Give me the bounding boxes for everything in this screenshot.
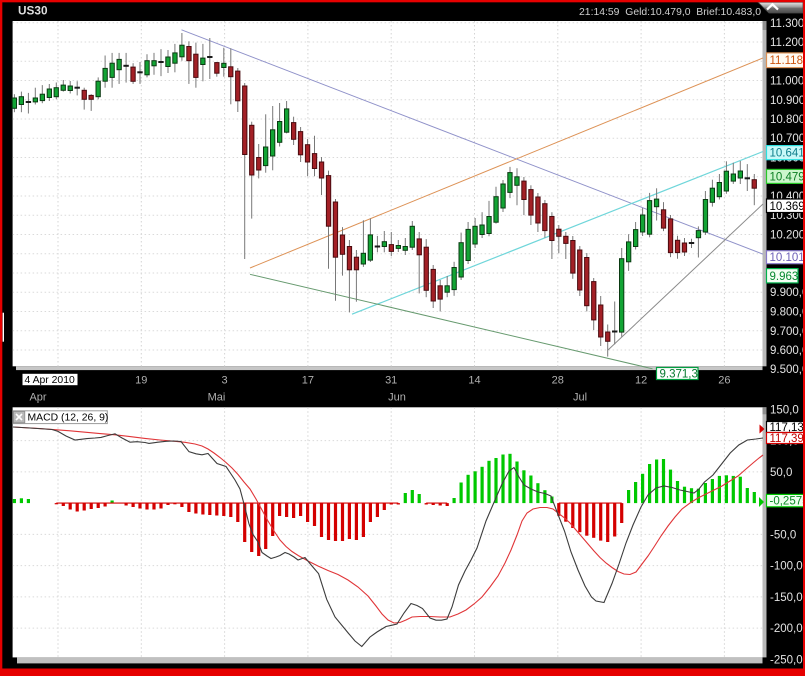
svg-text:19: 19 bbox=[135, 374, 147, 386]
svg-text:9.800,0: 9.800,0 bbox=[770, 307, 805, 319]
svg-text:26: 26 bbox=[718, 374, 730, 386]
svg-text:-0,2575: -0,2575 bbox=[770, 496, 805, 508]
svg-text:4 Apr 2010: 4 Apr 2010 bbox=[25, 375, 75, 386]
svg-text:9.700,0: 9.700,0 bbox=[770, 326, 805, 338]
svg-text:10.369,0: 10.369,0 bbox=[770, 201, 805, 213]
svg-text:10.641,4: 10.641,4 bbox=[770, 148, 805, 160]
svg-text:150,0: 150,0 bbox=[770, 404, 799, 416]
svg-text:9.600,0: 9.600,0 bbox=[770, 345, 805, 357]
svg-text:Jul: Jul bbox=[573, 392, 587, 404]
svg-text:10.479: 10.479 bbox=[770, 171, 805, 183]
svg-text:11.300: 11.300 bbox=[770, 18, 804, 30]
svg-text:11.000: 11.000 bbox=[770, 76, 804, 88]
svg-text:Jun: Jun bbox=[388, 392, 406, 404]
svg-text:-50,0: -50,0 bbox=[770, 529, 796, 541]
svg-text:10.800: 10.800 bbox=[770, 114, 805, 126]
svg-text:9.371,3: 9.371,3 bbox=[660, 369, 698, 381]
svg-text:Apr: Apr bbox=[29, 392, 46, 404]
svg-text:-100,0: -100,0 bbox=[770, 561, 803, 573]
svg-text:Mai: Mai bbox=[208, 392, 226, 404]
svg-text:17: 17 bbox=[302, 374, 314, 386]
svg-text:10.200: 10.200 bbox=[770, 230, 805, 242]
svg-text:MACD (12, 26, 9): MACD (12, 26, 9) bbox=[28, 413, 109, 424]
svg-text:31: 31 bbox=[385, 374, 397, 386]
svg-text:US30: US30 bbox=[18, 4, 48, 18]
svg-text:21:14:59 Geld:10.479,0 Brief: 21:14:59 Geld:10.479,0 Brief:10.483,0 bbox=[579, 7, 761, 18]
svg-text:9.963: 9.963 bbox=[770, 271, 799, 283]
svg-text:28: 28 bbox=[552, 374, 564, 386]
svg-text:3: 3 bbox=[222, 374, 228, 386]
svg-text:14: 14 bbox=[468, 374, 480, 386]
svg-text:9.500,0: 9.500,0 bbox=[770, 364, 805, 376]
svg-text:-250,0: -250,0 bbox=[770, 654, 803, 666]
svg-text:10.101,3: 10.101,3 bbox=[770, 252, 805, 264]
svg-text:11.200: 11.200 bbox=[770, 37, 804, 49]
svg-text:10.900: 10.900 bbox=[770, 95, 805, 107]
svg-text:-200,0: -200,0 bbox=[770, 623, 803, 635]
svg-text:117,390: 117,390 bbox=[770, 433, 805, 445]
svg-text:11.118,9: 11.118,9 bbox=[770, 55, 805, 67]
svg-text:50,0: 50,0 bbox=[770, 467, 792, 479]
svg-text:9.900,0: 9.900,0 bbox=[770, 287, 805, 299]
svg-text:10.700: 10.700 bbox=[770, 133, 805, 145]
svg-text:-150,0: -150,0 bbox=[770, 592, 803, 604]
svg-text:12: 12 bbox=[635, 374, 647, 386]
